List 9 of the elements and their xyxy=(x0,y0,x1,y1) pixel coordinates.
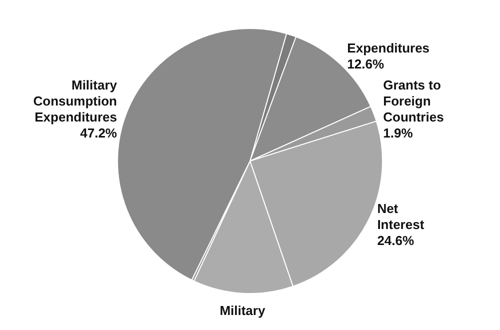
data-label: 12.6% xyxy=(347,56,384,72)
data-label: 1.9% xyxy=(383,126,414,141)
slice-label: Military xyxy=(220,302,266,318)
data-label: 47.2% xyxy=(80,125,118,140)
slice-label: Military Consumption Expenditures xyxy=(33,77,118,124)
slice-label: Net Interest xyxy=(377,200,425,232)
slice-label: Grants to Foreign Countries xyxy=(383,78,444,125)
data-label: 24.6% xyxy=(377,232,414,248)
slice-label: Expenditures xyxy=(347,40,430,56)
